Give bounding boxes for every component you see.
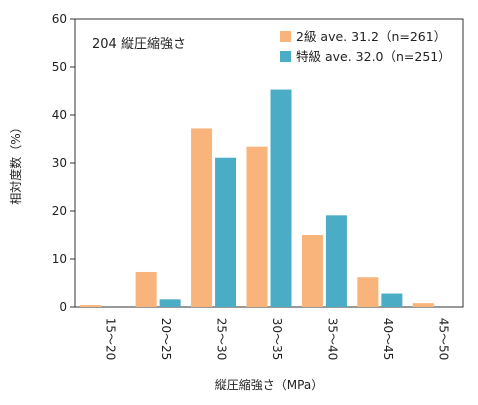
x-tick-label: 40～45 <box>381 318 395 361</box>
x-tick-label: 15～20 <box>104 318 118 361</box>
bar-series-2 <box>270 89 292 307</box>
x-tick-label: 20～25 <box>159 318 173 361</box>
legend-swatch-series-1 <box>280 31 291 42</box>
y-tick-label: 30 <box>52 156 67 170</box>
legend-swatch-series-2 <box>280 51 291 62</box>
y-axis-ticks: 0 10 20 30 40 50 60 <box>52 12 75 314</box>
bar-series-1 <box>246 146 268 307</box>
y-tick-label: 10 <box>52 252 67 266</box>
x-axis-ticks: 15～20 20～25 25～30 30～35 35～40 40～45 45～50 <box>104 318 451 361</box>
legend-label-series-2: 特級 ave. 32.0（n=251） <box>296 49 451 64</box>
bar-series-2 <box>381 293 403 307</box>
y-tick-label: 0 <box>59 300 67 314</box>
y-axis-label: 相対度数（%） <box>8 121 23 204</box>
y-tick-label: 60 <box>52 12 67 26</box>
bar-series-1 <box>80 305 102 307</box>
bar-series-1 <box>191 128 213 307</box>
y-tick-label: 20 <box>52 204 67 218</box>
bar-series-1 <box>135 271 157 307</box>
bar-series-1 <box>412 303 434 307</box>
bar-series-1 <box>301 235 323 307</box>
x-tick-label: 35～40 <box>325 318 339 361</box>
bars-group <box>80 89 434 307</box>
x-axis-label: 縦圧縮強さ（MPa） <box>215 377 323 392</box>
x-tick-label: 30～35 <box>270 318 284 361</box>
bar-series-1 <box>357 277 379 307</box>
y-tick-label: 40 <box>52 108 67 122</box>
bar-series-2 <box>325 215 347 307</box>
chart-annotation: 204 縦圧縮強さ <box>92 36 186 52</box>
x-tick-label: 25～30 <box>215 318 229 361</box>
x-tick-label: 45～50 <box>436 318 450 361</box>
bar-series-2 <box>215 157 237 307</box>
y-tick-label: 50 <box>52 60 67 74</box>
legend: 2級 ave. 31.2（n=261） 特級 ave. 32.0（n=251） <box>280 29 451 64</box>
bar-series-2 <box>159 299 181 307</box>
legend-label-series-1: 2級 ave. 31.2（n=261） <box>296 29 446 44</box>
